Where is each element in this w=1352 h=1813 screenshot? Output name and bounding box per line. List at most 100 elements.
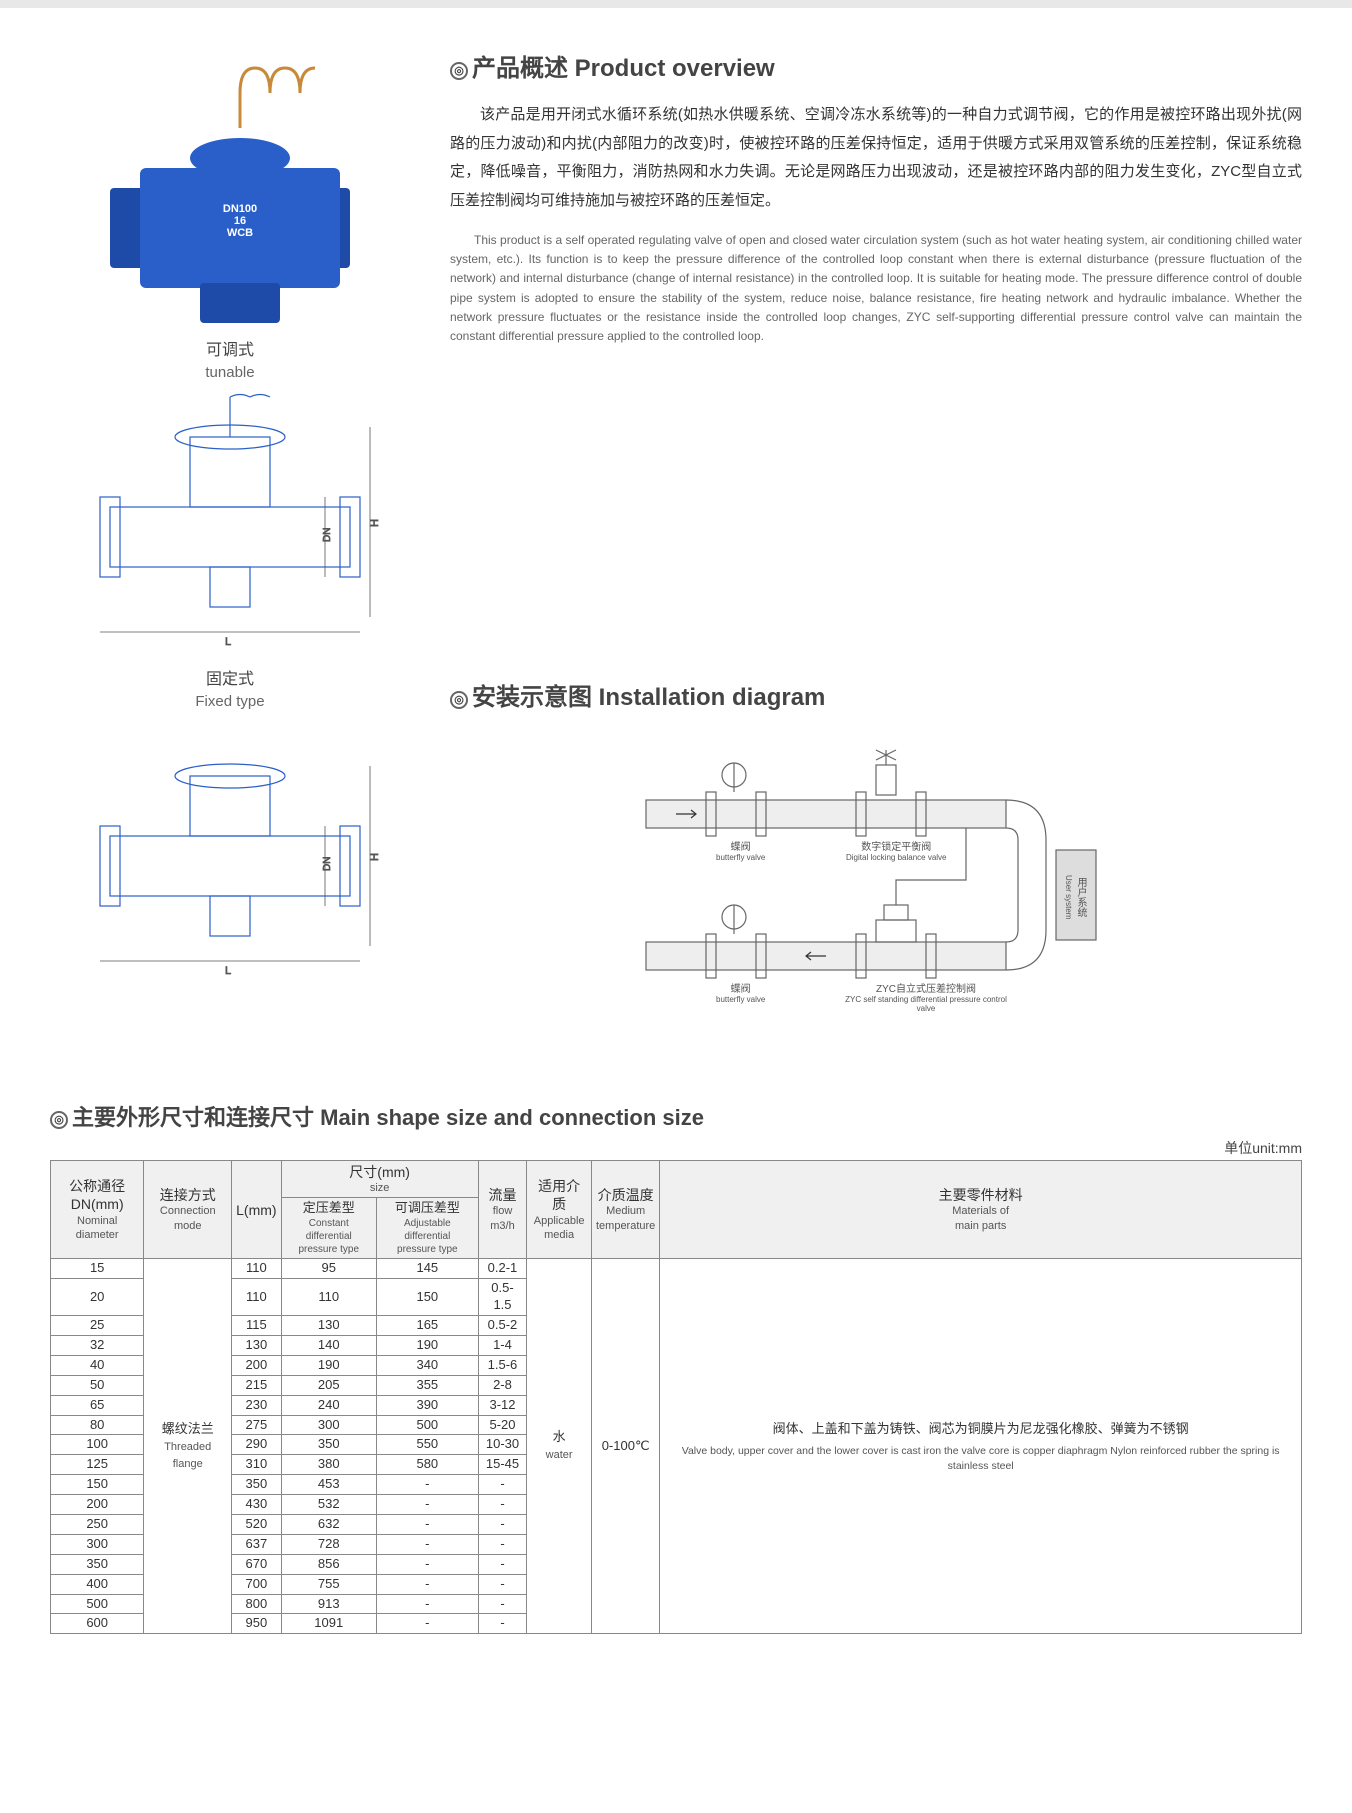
cell-l: 115 <box>232 1316 281 1336</box>
right-column: ◎产品概述 Product overview 该产品是用开闭式水循环系统(如热水… <box>450 48 1302 647</box>
cell-const: 95 <box>281 1259 376 1279</box>
cell-dn: 80 <box>51 1415 144 1435</box>
svg-text:DN: DN <box>322 528 333 542</box>
cell-const: 632 <box>281 1514 376 1534</box>
cell-adj: 165 <box>376 1316 478 1336</box>
cell-dn: 500 <box>51 1594 144 1614</box>
cell-l: 130 <box>232 1335 281 1355</box>
cell-adj: - <box>376 1594 478 1614</box>
cell-adj: - <box>376 1514 478 1534</box>
cell-const: 532 <box>281 1495 376 1515</box>
cell-flow: 0.2-1 <box>478 1259 527 1279</box>
circle-icon: ◎ <box>50 1111 68 1129</box>
svg-text:H: H <box>369 853 381 861</box>
cell-dn: 300 <box>51 1534 144 1554</box>
valve-marking-text: DN100 16 WCB <box>200 203 280 239</box>
cell-dn: 65 <box>51 1395 144 1415</box>
cell-dn: 100 <box>51 1435 144 1455</box>
cell-const: 140 <box>281 1335 376 1355</box>
cell-flow: - <box>478 1574 527 1594</box>
cell-const: 856 <box>281 1554 376 1574</box>
cell-flow: 1.5-6 <box>478 1355 527 1375</box>
cell-flow: 3-12 <box>478 1395 527 1415</box>
cell-media: 水water <box>527 1259 592 1634</box>
cell-flow: 0.5-2 <box>478 1316 527 1336</box>
svg-text:L: L <box>225 636 231 647</box>
cell-dn: 200 <box>51 1495 144 1515</box>
cell-dn: 400 <box>51 1574 144 1594</box>
cell-const: 453 <box>281 1475 376 1495</box>
table-header: 公称通径 DN(mm)Nominal diameter 连接方式Connecti… <box>51 1161 1302 1259</box>
valve-flange-left <box>110 188 144 268</box>
cell-flow: - <box>478 1514 527 1534</box>
top-grey-bar <box>0 0 1352 8</box>
cell-adj: 145 <box>376 1259 478 1279</box>
th-flow: 流量flow m3/h <box>478 1161 527 1259</box>
cell-dn: 50 <box>51 1375 144 1395</box>
cell-const: 1091 <box>281 1614 376 1634</box>
cell-adj: - <box>376 1495 478 1515</box>
cell-flow: 0.5-1.5 <box>478 1279 527 1316</box>
dimensions-heading-text: 主要外形尺寸和连接尺寸 Main shape size and connecti… <box>72 1105 704 1130</box>
cell-const: 240 <box>281 1395 376 1415</box>
svg-text:H: H <box>369 519 381 527</box>
cell-adj: - <box>376 1475 478 1495</box>
svg-text:DN: DN <box>322 857 333 871</box>
label-user-system: 用户系统User system <box>1064 875 1088 919</box>
coil-icon <box>230 58 320 128</box>
overview-paragraph-en: This product is a self operated regulati… <box>450 231 1302 346</box>
cell-l: 230 <box>232 1395 281 1415</box>
th-l: L(mm) <box>232 1161 281 1259</box>
left-column: DN100 16 WCB 可调式 tunable H <box>50 48 410 647</box>
cell-adj: 190 <box>376 1335 478 1355</box>
installation-diagram: 蝶阀butterfly valve 数字锁定平衡阀Digital locking… <box>626 730 1126 1060</box>
cell-l: 110 <box>232 1259 281 1279</box>
cell-const: 190 <box>281 1355 376 1375</box>
circle-icon: ◎ <box>450 62 468 80</box>
cell-const: 205 <box>281 1375 376 1395</box>
cell-materials: 阀体、上盖和下盖为铸铁、阀芯为铜膜片为尼龙强化橡胶、弹簧为不锈钢Valve bo… <box>660 1259 1302 1634</box>
install-column: ◎安装示意图 Installation diagram <box>450 657 1302 1070</box>
th-mat: 主要零件材料Materials of main parts <box>660 1161 1302 1259</box>
tunable-drawing: H DN L <box>70 387 390 647</box>
valve-product-photo: DN100 16 WCB <box>80 48 380 328</box>
cell-adj: 355 <box>376 1375 478 1395</box>
circle-icon: ◎ <box>450 691 468 709</box>
unit-label: 单位unit:mm <box>50 1138 1302 1158</box>
cell-l: 290 <box>232 1435 281 1455</box>
cell-adj: - <box>376 1534 478 1554</box>
install-heading: ◎安装示意图 Installation diagram <box>450 677 1302 712</box>
left-column-2: 固定式 Fixed type H DN L <box>50 657 410 1070</box>
cell-l: 310 <box>232 1455 281 1475</box>
cell-flow: 5-20 <box>478 1415 527 1435</box>
cell-l: 800 <box>232 1594 281 1614</box>
cell-l: 215 <box>232 1375 281 1395</box>
cell-flow: 2-8 <box>478 1375 527 1395</box>
th-temp: 介质温度Medium temperature <box>591 1161 659 1259</box>
cell-conn: 螺纹法兰Threaded flange <box>144 1259 232 1634</box>
cell-l: 430 <box>232 1495 281 1515</box>
cell-const: 913 <box>281 1594 376 1614</box>
fixed-label-cn: 固定式 <box>50 665 410 689</box>
cell-l: 520 <box>232 1514 281 1534</box>
cell-l: 637 <box>232 1534 281 1554</box>
table-body: 15螺纹法兰Threaded flange110951450.2-1水water… <box>51 1259 1302 1634</box>
cell-dn: 25 <box>51 1316 144 1336</box>
th-conn: 连接方式Connection mode <box>144 1161 232 1259</box>
svg-text:L: L <box>225 965 231 976</box>
cell-dn: 250 <box>51 1514 144 1534</box>
cell-flow: - <box>478 1534 527 1554</box>
cell-flow: - <box>478 1614 527 1634</box>
cell-flow: 15-45 <box>478 1455 527 1475</box>
th-size: 尺寸(mm)size <box>281 1161 478 1198</box>
cell-adj: - <box>376 1554 478 1574</box>
cell-adj: 390 <box>376 1395 478 1415</box>
tunable-label-cn: 可调式 <box>50 336 410 360</box>
fixed-drawing: H DN L <box>70 716 390 976</box>
cell-dn: 125 <box>51 1455 144 1475</box>
cell-l: 670 <box>232 1554 281 1574</box>
overview-heading-text: 产品概述 Product overview <box>472 55 775 82</box>
cell-adj: 150 <box>376 1279 478 1316</box>
th-dn: 公称通径 DN(mm)Nominal diameter <box>51 1161 144 1259</box>
cell-const: 130 <box>281 1316 376 1336</box>
